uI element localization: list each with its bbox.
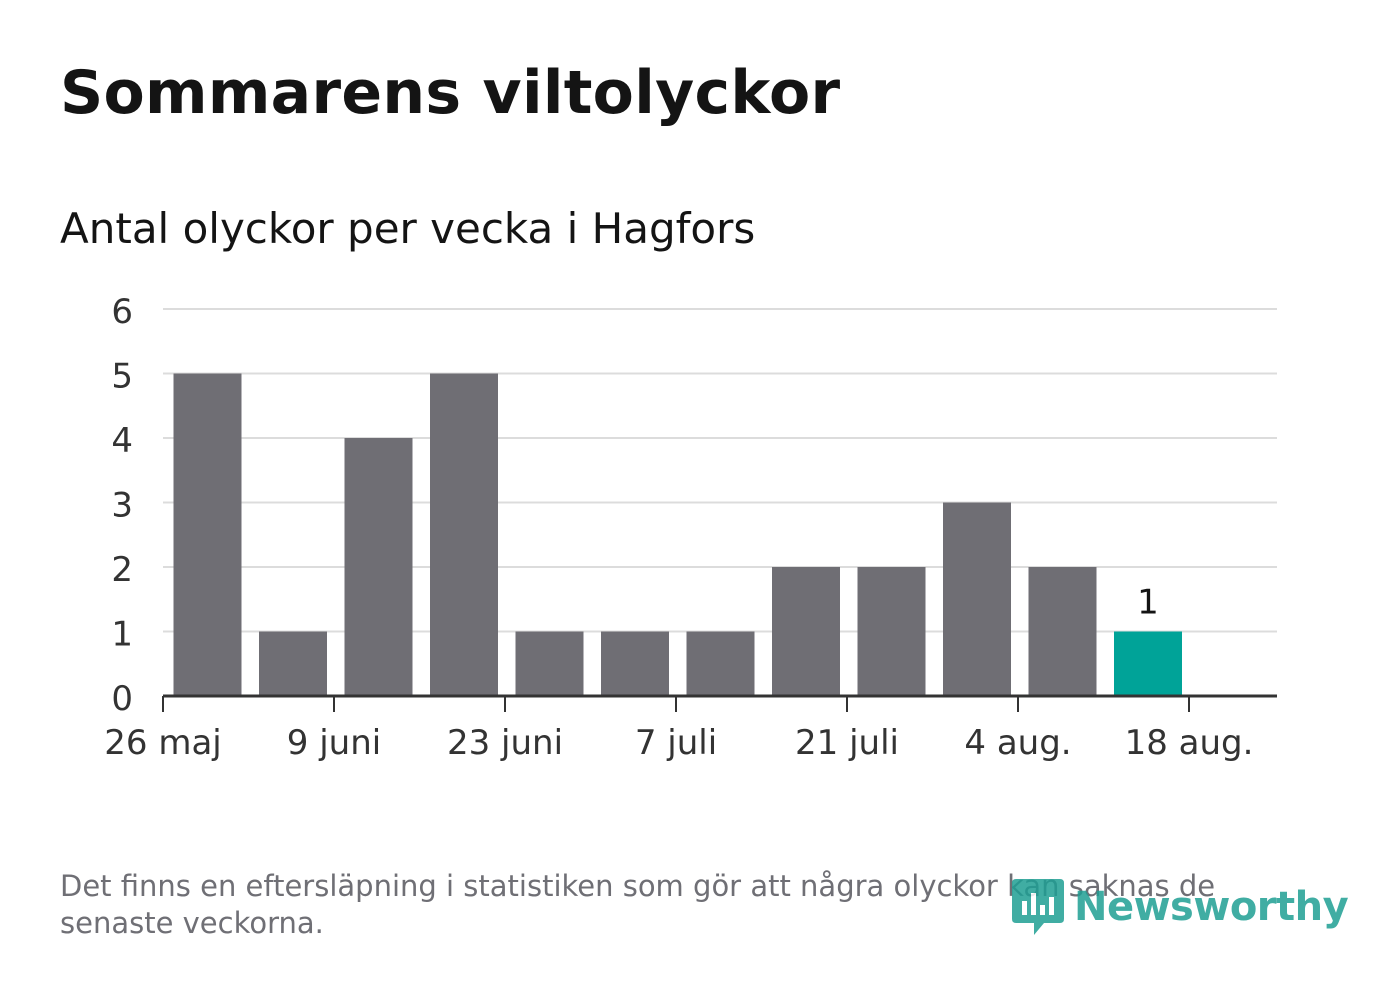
bar (344, 438, 413, 696)
bar (173, 373, 242, 696)
bar (515, 631, 584, 696)
bar (1114, 631, 1182, 696)
bar-chart: 0 1 2 3 4 5 6 1 26 maj 9 juni 23 juni 7 juli 21 juli… (104, 292, 1277, 763)
bar (601, 631, 669, 696)
data-label: 1 (1137, 583, 1159, 623)
y-tick-label: 4 (111, 421, 133, 461)
bar (943, 502, 1011, 696)
chart-subtitle: Antal olyckor per vecka i Hagfors (60, 204, 756, 253)
y-tick-label: 0 (111, 679, 133, 719)
bar (857, 567, 926, 696)
y-tick-label: 3 (111, 486, 133, 526)
y-tick-label: 6 (111, 292, 133, 332)
x-tick-label: 26 maj (104, 723, 221, 763)
bar (430, 373, 498, 696)
bar (772, 567, 840, 696)
x-tick-label: 7 juli (635, 723, 717, 763)
bar (1028, 567, 1097, 696)
bar (686, 631, 755, 696)
x-tick-label: 23 juni (447, 723, 563, 763)
chart-title: Sommarens viltolyckor (60, 58, 841, 128)
x-tick-label: 18 aug. (1125, 723, 1254, 763)
x-tick-label: 4 aug. (964, 723, 1071, 763)
brand-name: Newsworthy (1074, 884, 1349, 930)
newsworthy-logo-icon (1012, 879, 1064, 935)
x-tick-label: 21 juli (795, 723, 899, 763)
y-tick-label: 2 (111, 550, 133, 590)
y-tick-label: 5 (111, 357, 133, 397)
bar (259, 631, 327, 696)
brand-logo: Newsworthy (1010, 875, 1349, 939)
y-tick-label: 1 (111, 615, 133, 655)
x-tick-label: 9 juni (287, 723, 381, 763)
